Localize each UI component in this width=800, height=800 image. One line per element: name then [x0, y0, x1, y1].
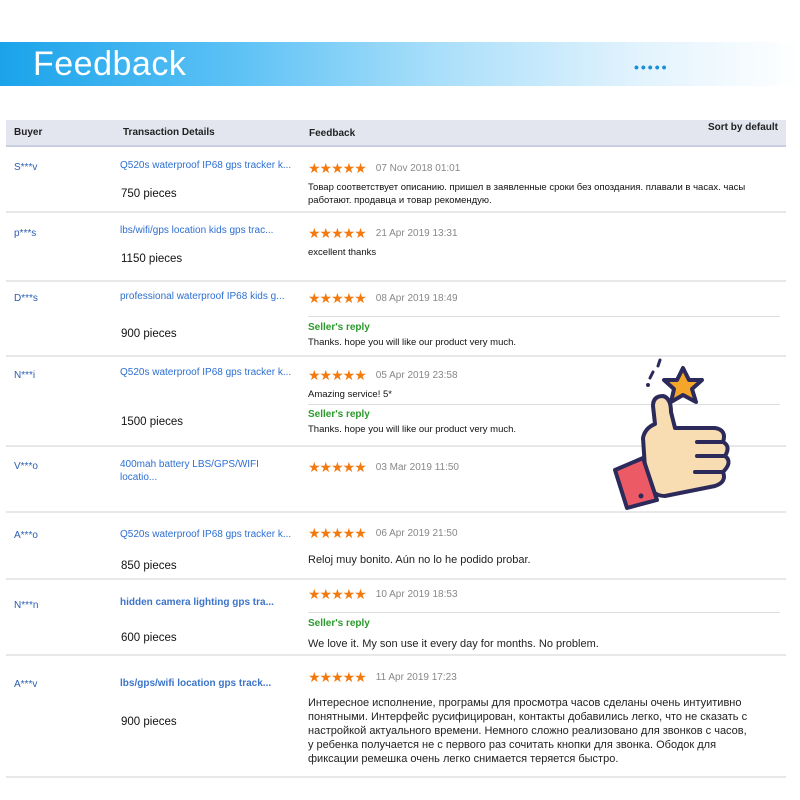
- feedback-date: 06 Apr 2019 21:50: [375, 528, 458, 540]
- feedback-date: 11 Apr 2019 17:23: [375, 672, 457, 684]
- quantity: 850 pieces: [121, 560, 177, 572]
- quantity: 1150 pieces: [121, 253, 183, 265]
- feedback-date: 07 Nov 2018 01:01: [375, 163, 461, 175]
- feedback-date: 10 Apr 2019 18:53: [375, 589, 458, 601]
- feedback-row: V***o 400mah battery LBS/GPS/WIFI locati…: [6, 447, 786, 513]
- quantity: 750 pieces: [121, 188, 177, 200]
- divider: [308, 316, 780, 317]
- buyer-name[interactable]: A***o: [14, 530, 38, 541]
- seller-reply-label: Seller's reply: [308, 409, 370, 420]
- feedback-cell: ★★★★★ 05 Apr 2019 23:58 Amazing service! …: [308, 367, 780, 436]
- product-link[interactable]: 400mah battery LBS/GPS/WIFI locatio...: [120, 459, 259, 483]
- product-link[interactable]: Q520s waterproof IP68 gps tracker k...: [120, 160, 292, 171]
- seller-reply-label: Seller's reply: [308, 618, 370, 629]
- feedback-date: 03 Mar 2019 11:50: [375, 462, 459, 474]
- feedback-row: A***o Q520s waterproof IP68 gps tracker …: [6, 513, 786, 580]
- feedback-row: S***v Q520s waterproof IP68 gps tracker …: [6, 147, 786, 213]
- star-rating: ★★★★★: [308, 525, 367, 542]
- product-link[interactable]: Q520s waterproof IP68 gps tracker k...: [120, 367, 292, 378]
- feedback-text: excellent thanks: [308, 247, 377, 258]
- seller-reply-text: We love it. My son use it every day for …: [308, 638, 599, 650]
- feedback-banner: Feedback •••••: [0, 42, 800, 86]
- product-link[interactable]: hidden camera lighting gps tra...: [120, 597, 274, 608]
- buyer-name[interactable]: N***i: [14, 370, 36, 381]
- buyer-name[interactable]: V***o: [14, 461, 38, 472]
- feedback-date: 21 Apr 2019 13:31: [375, 228, 458, 240]
- feedback-row: p***s lbs/wifi/gps location kids gps tra…: [6, 213, 786, 282]
- header-transaction: Transaction Details: [123, 127, 215, 138]
- feedback-date: 05 Apr 2019 23:58: [375, 370, 458, 382]
- feedback-cell: ★★★★★ 11 Apr 2019 17:23 Интересное исполн…: [308, 669, 753, 766]
- feedback-text: Amazing service! 5*: [308, 389, 392, 400]
- thumbs-up-illustration: [613, 358, 731, 510]
- quantity: 900 pieces: [121, 716, 177, 728]
- feedback-cell: ★★★★★ 06 Apr 2019 21:50 Reloj muy bonito.…: [308, 525, 780, 567]
- buyer-name[interactable]: D***s: [14, 293, 38, 304]
- product-link[interactable]: professional waterproof IP68 kids g...: [120, 291, 285, 302]
- header-feedback: Feedback: [309, 128, 356, 139]
- star-rating: ★★★★★: [308, 367, 367, 384]
- star-rating: ★★★★★: [308, 290, 367, 307]
- table-header: Buyer Transaction Details Feedback Sort …: [6, 120, 786, 147]
- feedback-text: Reloj muy bonito. Aún no lo he podido pr…: [308, 554, 531, 566]
- seller-reply-label: Seller's reply: [308, 322, 370, 333]
- product-link[interactable]: lbs/gps/wifi location gps track...: [120, 678, 272, 689]
- star-rating: ★★★★★: [308, 225, 367, 242]
- star-rating: ★★★★★: [308, 669, 367, 686]
- sort-by-default[interactable]: Sort by default: [707, 122, 778, 133]
- feedback-date: 08 Apr 2019 18:49: [375, 293, 458, 305]
- star-rating: ★★★★★: [308, 459, 367, 476]
- star-rating: ★★★★★: [308, 586, 367, 603]
- star-rating: ★★★★★: [308, 160, 367, 177]
- feedback-text: Интересное исполнение, програмы для прос…: [308, 697, 748, 765]
- feedback-cell: ★★★★★ 07 Nov 2018 01:01 Товар соответству…: [308, 160, 780, 207]
- feedback-row: D***s professional waterproof IP68 kids …: [6, 282, 786, 357]
- quantity: 900 pieces: [121, 328, 177, 340]
- buyer-name[interactable]: N***n: [14, 600, 39, 611]
- feedback-text: Товар соответствует описанию. пришел в з…: [308, 182, 746, 206]
- seller-reply-text: Thanks. hope you will like our product v…: [308, 337, 517, 348]
- product-link[interactable]: lbs/wifi/gps location kids gps trac...: [120, 225, 274, 236]
- feedback-cell: ★★★★★ 21 Apr 2019 13:31 excellent thanks: [308, 225, 780, 259]
- feedback-cell: ★★★★★ 10 Apr 2019 18:53 Seller's reply We…: [308, 586, 780, 651]
- feedback-cell: ★★★★★ 08 Apr 2019 18:49 Seller's reply Th…: [308, 290, 780, 349]
- quantity: 1500 pieces: [121, 416, 184, 428]
- buyer-name[interactable]: A***v: [14, 679, 38, 690]
- seller-reply-text: Thanks. hope you will like our product v…: [308, 424, 517, 435]
- star-icon: [662, 366, 704, 404]
- feedback-row: N***i Q520s waterproof IP68 gps tracker …: [6, 357, 786, 447]
- quantity: 600 pieces: [121, 632, 177, 644]
- header-buyer: Buyer: [14, 127, 43, 138]
- divider: [308, 612, 780, 613]
- buyer-name[interactable]: S***v: [14, 162, 38, 173]
- divider: [308, 404, 780, 405]
- feedback-row: A***v lbs/gps/wifi location gps track...…: [6, 656, 786, 778]
- banner-dots: •••••: [634, 59, 669, 75]
- feedback-row: N***n hidden camera lighting gps tra... …: [6, 580, 786, 656]
- cuff-icon: [613, 456, 659, 510]
- product-link[interactable]: Q520s waterproof IP68 gps tracker k...: [120, 529, 292, 540]
- banner-title: Feedback: [33, 45, 187, 83]
- buyer-name[interactable]: p***s: [14, 228, 37, 239]
- feedback-cell: ★★★★★ 03 Mar 2019 11:50: [308, 459, 780, 477]
